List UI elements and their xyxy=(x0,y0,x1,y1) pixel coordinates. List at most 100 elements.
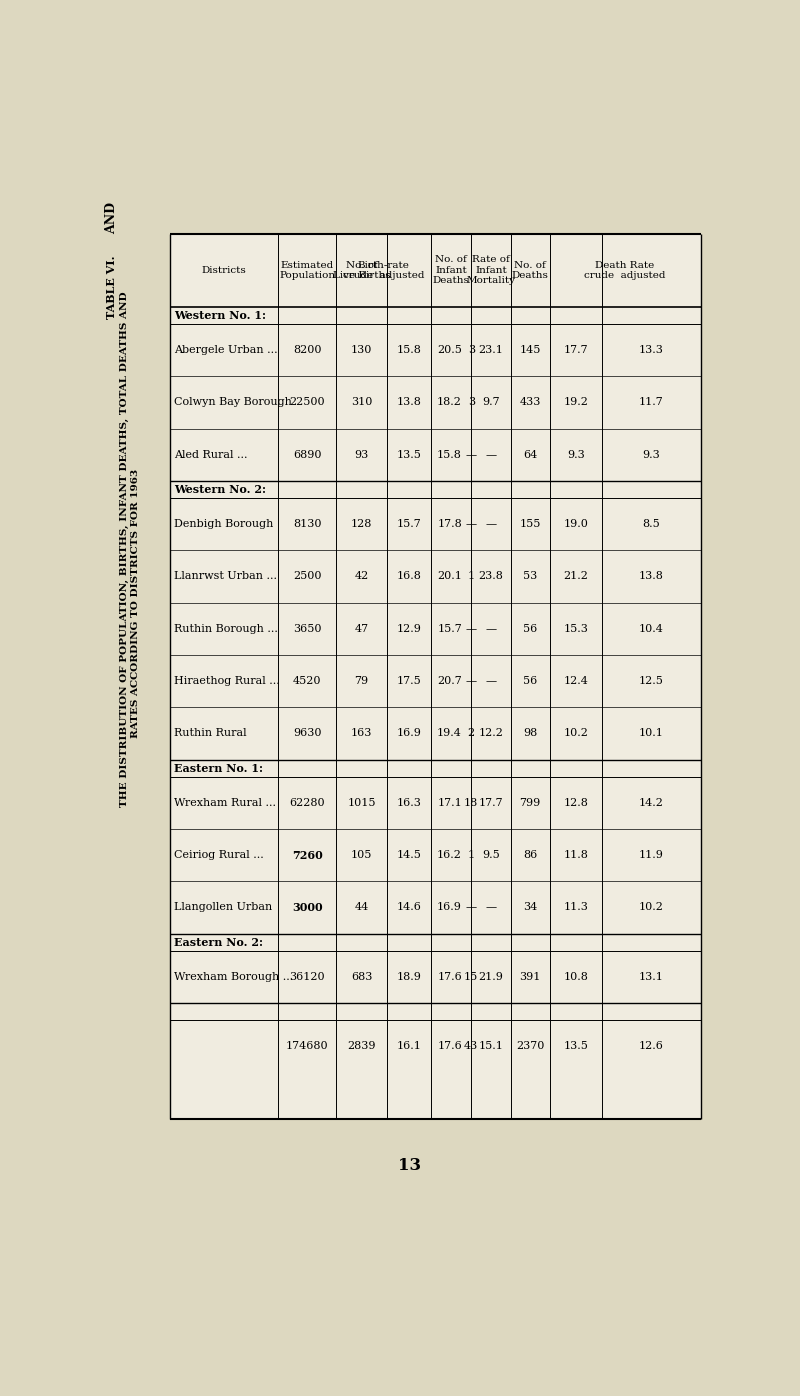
Text: Denbigh Borough: Denbigh Borough xyxy=(174,519,274,529)
Text: 93: 93 xyxy=(354,450,369,459)
Text: Eastern No. 2:: Eastern No. 2: xyxy=(174,937,263,948)
Text: —: — xyxy=(466,450,477,459)
Text: 7260: 7260 xyxy=(292,850,322,860)
Text: 18: 18 xyxy=(464,797,478,808)
Text: 53: 53 xyxy=(523,571,538,581)
Text: 3: 3 xyxy=(468,345,474,355)
Text: 105: 105 xyxy=(351,850,372,860)
Text: 19.0: 19.0 xyxy=(563,519,588,529)
Text: 20.5: 20.5 xyxy=(437,345,462,355)
Text: —: — xyxy=(466,519,477,529)
Text: 13.5: 13.5 xyxy=(563,1041,588,1051)
Text: 15.7: 15.7 xyxy=(437,624,462,634)
Text: AND: AND xyxy=(105,202,118,235)
Text: 2370: 2370 xyxy=(516,1041,544,1051)
Text: 21.9: 21.9 xyxy=(478,972,503,981)
Text: 155: 155 xyxy=(519,519,541,529)
Text: 2839: 2839 xyxy=(347,1041,376,1051)
Text: 17.6: 17.6 xyxy=(437,1041,462,1051)
Text: —: — xyxy=(486,519,497,529)
Text: 17.6: 17.6 xyxy=(437,972,462,981)
Text: 9.3: 9.3 xyxy=(642,450,660,459)
Text: 2: 2 xyxy=(468,729,474,738)
Text: 15.3: 15.3 xyxy=(563,624,588,634)
Text: 13.8: 13.8 xyxy=(397,398,422,408)
Text: —: — xyxy=(486,676,497,685)
Text: 130: 130 xyxy=(351,345,372,355)
Text: 13.5: 13.5 xyxy=(397,450,422,459)
Text: Llanrwst Urban ...: Llanrwst Urban ... xyxy=(174,571,278,581)
Text: 20.1: 20.1 xyxy=(437,571,462,581)
Text: 86: 86 xyxy=(523,850,538,860)
Text: 433: 433 xyxy=(519,398,541,408)
Text: 20.7: 20.7 xyxy=(437,676,462,685)
Text: 79: 79 xyxy=(354,676,369,685)
Text: 11.8: 11.8 xyxy=(563,850,588,860)
Text: —: — xyxy=(466,676,477,685)
Text: 13: 13 xyxy=(398,1157,422,1174)
Text: 15.8: 15.8 xyxy=(397,345,422,355)
Text: 12.2: 12.2 xyxy=(478,729,503,738)
Text: Ruthin Rural: Ruthin Rural xyxy=(174,729,247,738)
Text: 1015: 1015 xyxy=(347,797,376,808)
Text: 683: 683 xyxy=(351,972,372,981)
Text: 13.1: 13.1 xyxy=(639,972,664,981)
Text: 9630: 9630 xyxy=(293,729,322,738)
Text: Death Rate
crude  adjusted: Death Rate crude adjusted xyxy=(584,261,666,281)
Text: 14.5: 14.5 xyxy=(397,850,422,860)
Text: 10.2: 10.2 xyxy=(639,902,664,913)
Text: Rate of
Infant
Mortality: Rate of Infant Mortality xyxy=(466,255,515,285)
Text: 10.8: 10.8 xyxy=(563,972,588,981)
Text: Abergele Urban ...: Abergele Urban ... xyxy=(174,345,278,355)
Text: 23.1: 23.1 xyxy=(478,345,503,355)
Text: 64: 64 xyxy=(523,450,538,459)
Text: 16.8: 16.8 xyxy=(397,571,422,581)
Text: —: — xyxy=(486,450,497,459)
Text: 16.9: 16.9 xyxy=(397,729,422,738)
Text: 8130: 8130 xyxy=(293,519,322,529)
Text: 21.2: 21.2 xyxy=(563,571,588,581)
Text: 13.3: 13.3 xyxy=(639,345,664,355)
Text: Hiraethog Rural ...: Hiraethog Rural ... xyxy=(174,676,280,685)
Text: 128: 128 xyxy=(351,519,372,529)
Text: 310: 310 xyxy=(351,398,372,408)
Text: 12.4: 12.4 xyxy=(563,676,588,685)
Text: 15.1: 15.1 xyxy=(478,1041,503,1051)
Text: 42: 42 xyxy=(354,571,369,581)
Text: THE DISTRIBUTION OF POPULATION, BIRTHS, INFANT DEATHS, TOTAL DEATHS AND: THE DISTRIBUTION OF POPULATION, BIRTHS, … xyxy=(120,292,130,807)
Text: 10.4: 10.4 xyxy=(639,624,664,634)
Bar xyxy=(170,233,701,1120)
Text: Estimated
Population: Estimated Population xyxy=(279,261,335,281)
Text: 23.8: 23.8 xyxy=(478,571,503,581)
Text: 16.2: 16.2 xyxy=(437,850,462,860)
Text: 17.7: 17.7 xyxy=(563,345,588,355)
Text: Llangollen Urban: Llangollen Urban xyxy=(174,902,273,913)
Text: 145: 145 xyxy=(519,345,541,355)
Text: 12.5: 12.5 xyxy=(639,676,664,685)
Text: 18.2: 18.2 xyxy=(437,398,462,408)
Text: 4520: 4520 xyxy=(293,676,322,685)
Text: 12.8: 12.8 xyxy=(563,797,588,808)
Text: 22500: 22500 xyxy=(290,398,325,408)
Text: 56: 56 xyxy=(523,624,538,634)
Text: 3: 3 xyxy=(468,398,474,408)
Text: No. of
Infant
Deaths: No. of Infant Deaths xyxy=(433,255,470,285)
Text: RATES ACCORDING TO DISTRICTS FOR 1963: RATES ACCORDING TO DISTRICTS FOR 1963 xyxy=(131,469,140,738)
Text: —: — xyxy=(466,902,477,913)
Text: No. of
Live Births: No. of Live Births xyxy=(333,261,390,281)
Text: 18.9: 18.9 xyxy=(397,972,422,981)
Text: 15: 15 xyxy=(464,972,478,981)
Text: 56: 56 xyxy=(523,676,538,685)
Text: —: — xyxy=(486,624,497,634)
Text: 11.7: 11.7 xyxy=(639,398,664,408)
Text: 163: 163 xyxy=(351,729,372,738)
Text: 2500: 2500 xyxy=(293,571,322,581)
Text: Districts: Districts xyxy=(202,265,246,275)
Text: 3000: 3000 xyxy=(292,902,322,913)
Text: Wrexham Rural ...: Wrexham Rural ... xyxy=(174,797,277,808)
Text: Birth-rate
crude  adjusted: Birth-rate crude adjusted xyxy=(343,261,425,281)
Text: 6890: 6890 xyxy=(293,450,322,459)
Text: 44: 44 xyxy=(354,902,369,913)
Text: 14.2: 14.2 xyxy=(639,797,664,808)
Text: 9.7: 9.7 xyxy=(482,398,500,408)
